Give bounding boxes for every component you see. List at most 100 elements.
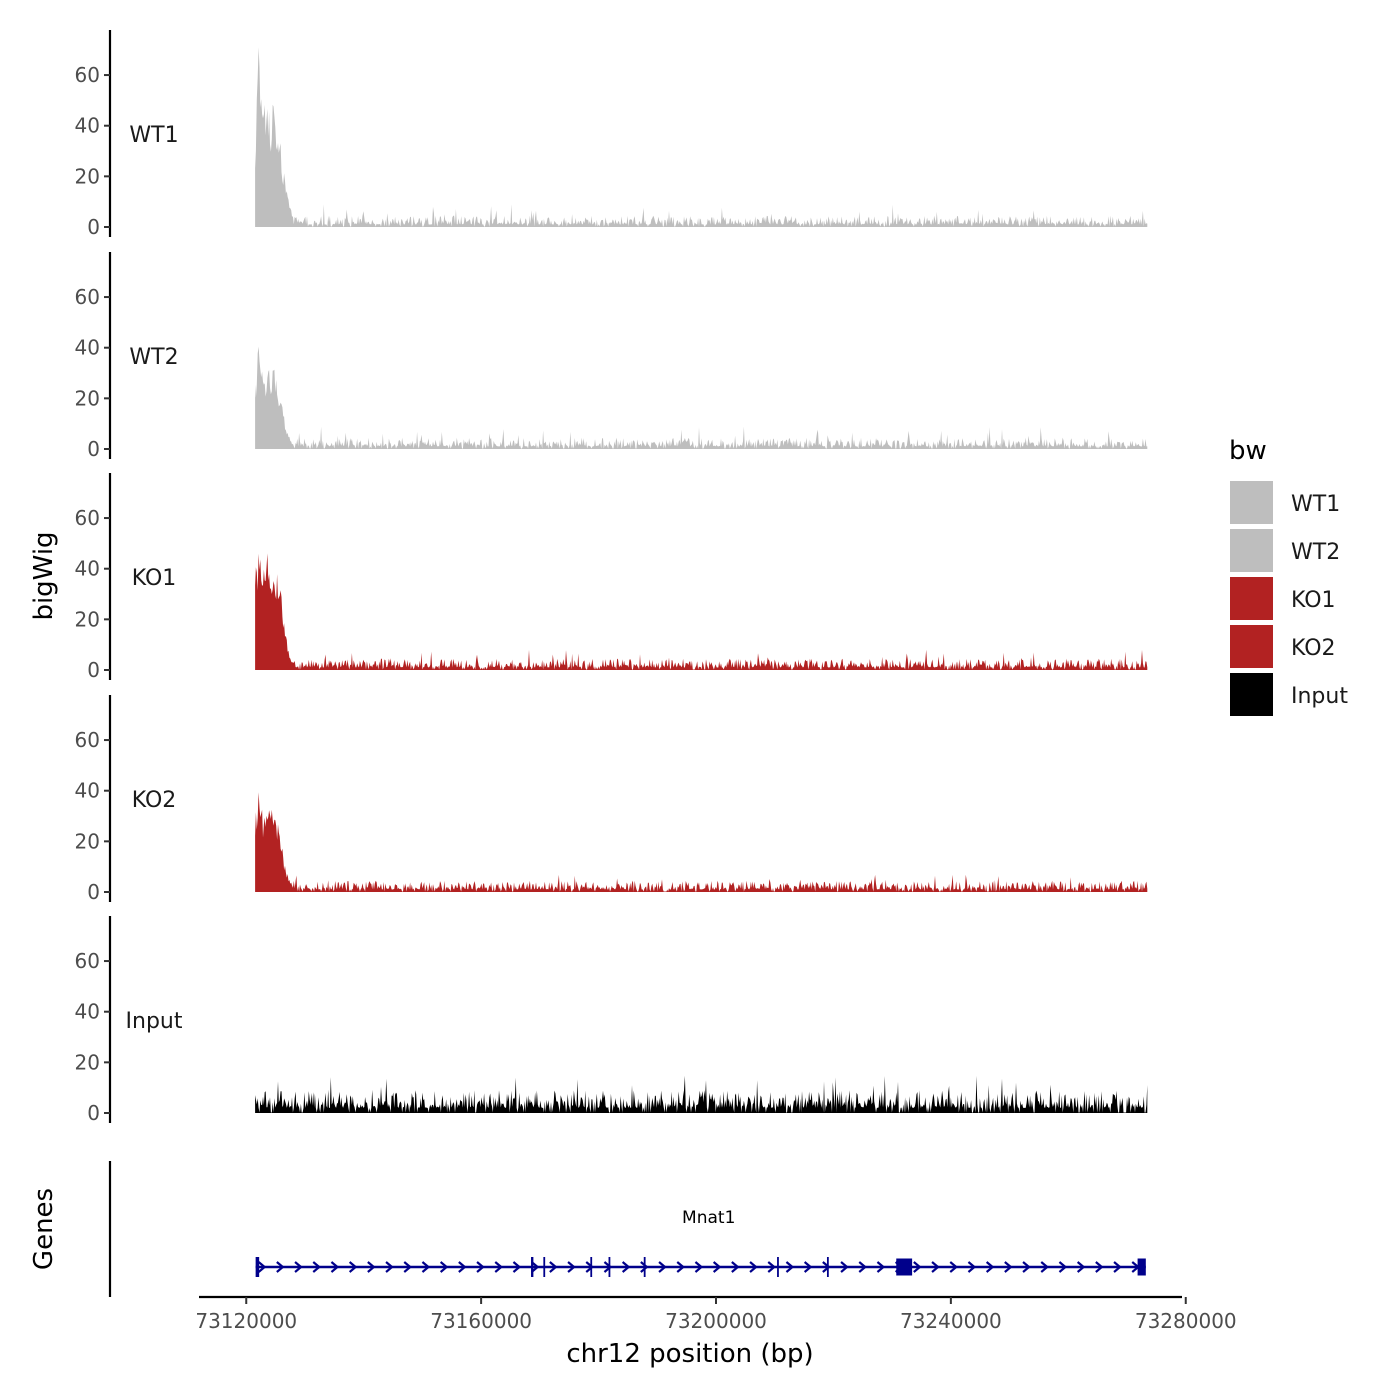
strand-arrow xyxy=(585,1261,594,1273)
strand-arrow xyxy=(476,1261,485,1273)
gene-name-label: Mnat1 xyxy=(682,1208,735,1228)
x-axis-title: chr12 position (bp) xyxy=(566,1339,813,1369)
strand-arrow xyxy=(294,1261,303,1273)
panel-label-input: Input xyxy=(126,1009,183,1034)
exon-10 xyxy=(1137,1258,1146,1276)
x-tick-label: 73160000 xyxy=(430,1309,532,1333)
strand-arrow xyxy=(603,1261,613,1273)
strand-arrow xyxy=(367,1261,376,1273)
track-wt1: 0 20 40 60 WT1 xyxy=(75,30,1148,239)
y-tick-label: 20 xyxy=(75,1050,100,1074)
y-tick-label: 40 xyxy=(75,1000,100,1024)
signal-area-input xyxy=(255,1075,1148,1113)
y-tick-label: 0 xyxy=(87,658,100,682)
y-tick-label: 40 xyxy=(75,557,100,581)
strand-arrow xyxy=(731,1261,740,1273)
strand-arrow xyxy=(967,1261,977,1273)
strand-arrow xyxy=(767,1261,776,1273)
x-tick-label: 73280000 xyxy=(1135,1309,1237,1333)
strand-arrow xyxy=(403,1261,412,1273)
track-wt2: 0 20 40 60 WT2 xyxy=(75,252,1148,461)
strand-arrow xyxy=(876,1261,886,1273)
strand-arrow xyxy=(567,1261,576,1273)
track-input: 0 20 40 60 Input xyxy=(75,916,1148,1125)
y-tick-label: 20 xyxy=(75,607,100,631)
exon-7 xyxy=(777,1257,779,1277)
strand-arrow xyxy=(1004,1261,1013,1273)
legend-label-wt1: WT1 xyxy=(1291,492,1340,517)
strand-arrow xyxy=(385,1261,394,1273)
strand-arrow xyxy=(1113,1261,1122,1273)
exon-6 xyxy=(643,1257,646,1277)
signal-area-ko1 xyxy=(255,553,1148,670)
y-tick-label: 40 xyxy=(75,336,100,360)
exon-3 xyxy=(543,1257,546,1277)
strand-arrow xyxy=(1076,1261,1086,1273)
y-tick-label: 20 xyxy=(75,829,100,853)
x-tick-label: 73240000 xyxy=(900,1309,1002,1333)
y-tick-label: 20 xyxy=(75,164,100,188)
y-tick-label: 60 xyxy=(75,506,100,530)
x-tick-label: 73120000 xyxy=(195,1309,297,1333)
strand-arrow xyxy=(439,1261,449,1273)
panel-label-wt1: WT1 xyxy=(129,123,178,148)
x-axis: 73120000 73160000 73200000 73240000 73280000… xyxy=(195,1295,1237,1369)
strand-arrow xyxy=(494,1261,503,1273)
legend-label-wt2: WT2 xyxy=(1291,540,1340,565)
strand-arrow xyxy=(330,1261,340,1273)
strand-arrow xyxy=(858,1261,867,1273)
legend-label-ko1: KO1 xyxy=(1291,588,1336,613)
legend-label-ko2: KO2 xyxy=(1291,636,1336,661)
y-tick-label: 60 xyxy=(75,285,100,309)
strand-arrow xyxy=(421,1261,431,1273)
strand-arrow xyxy=(712,1261,722,1273)
strand-arrow xyxy=(549,1261,558,1273)
y-tick-label: 60 xyxy=(75,63,100,87)
y-tick-label: 40 xyxy=(75,114,100,138)
legend-swatch-ko2 xyxy=(1230,625,1273,668)
strand-arrow xyxy=(658,1261,667,1273)
x-tick-label: 73200000 xyxy=(665,1309,767,1333)
signal-area-wt2 xyxy=(255,346,1148,449)
strand-arrow xyxy=(276,1261,285,1273)
y-tick-label: 0 xyxy=(87,215,100,239)
y-tick-label: 60 xyxy=(75,728,100,752)
exon-5 xyxy=(608,1257,611,1277)
strand-arrow xyxy=(785,1261,795,1273)
y-axis-title: bigWig xyxy=(29,531,59,620)
exon-2 xyxy=(531,1257,534,1277)
gene-track-title: Genes xyxy=(29,1188,59,1270)
strand-arrow xyxy=(913,1261,922,1273)
strand-arrow xyxy=(949,1261,958,1273)
y-tick-label: 0 xyxy=(87,1101,100,1125)
strand-arrow xyxy=(530,1261,540,1273)
strand-arrow xyxy=(1040,1261,1049,1273)
strand-arrow xyxy=(257,1261,267,1273)
strand-arrow xyxy=(348,1261,358,1273)
legend-swatch-ko1 xyxy=(1230,577,1273,620)
strand-arrow xyxy=(458,1261,467,1273)
track-ko2: 0 20 40 60 KO2 xyxy=(75,695,1148,904)
signal-area-ko2 xyxy=(255,792,1148,892)
strand-arrow xyxy=(640,1261,649,1273)
y-tick-label: 40 xyxy=(75,779,100,803)
exon-8 xyxy=(826,1257,829,1277)
exon-4 xyxy=(590,1257,593,1277)
track-ko1: 0 20 40 60 KO1 xyxy=(75,473,1148,682)
y-tick-label: 0 xyxy=(87,880,100,904)
legend-swatch-input xyxy=(1230,673,1273,716)
strand-arrow xyxy=(512,1261,522,1273)
strand-arrow xyxy=(822,1261,831,1273)
strand-arrow xyxy=(985,1261,995,1273)
panel-label-ko1: KO1 xyxy=(132,566,177,591)
strand-arrow xyxy=(1095,1261,1104,1273)
strand-arrow xyxy=(840,1261,849,1273)
legend-swatch-wt2 xyxy=(1230,529,1273,572)
strand-arrow xyxy=(803,1261,813,1273)
legend-title: bw xyxy=(1229,436,1267,466)
exon-9 xyxy=(896,1258,913,1276)
strand-arrow xyxy=(312,1261,321,1273)
strand-arrow xyxy=(694,1261,704,1273)
gene-track: Genes Mnat1 xyxy=(29,1161,1146,1297)
